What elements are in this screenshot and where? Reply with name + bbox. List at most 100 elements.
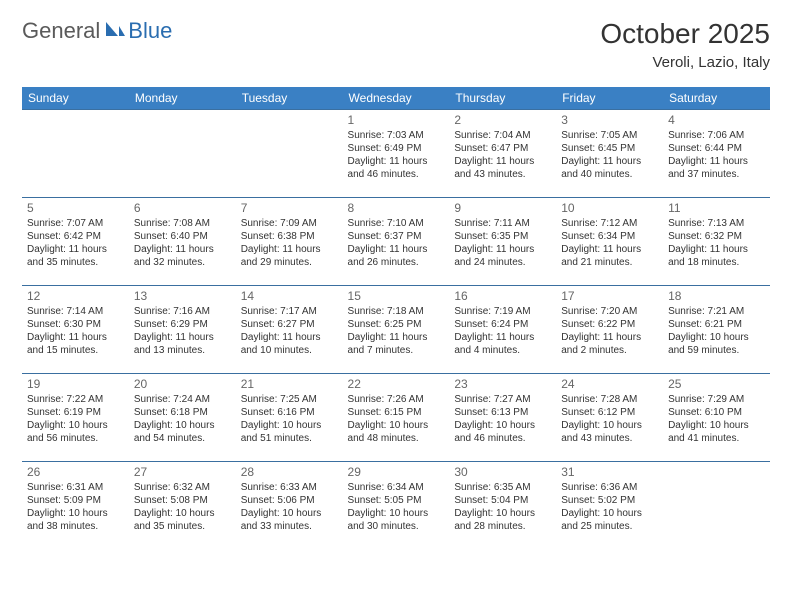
day-cell: 17Sunrise: 7:20 AMSunset: 6:22 PMDayligh… — [556, 286, 663, 374]
day-number: 2 — [454, 113, 551, 128]
day-info-line: Sunset: 5:02 PM — [561, 495, 658, 508]
day-cell: 24Sunrise: 7:28 AMSunset: 6:12 PMDayligh… — [556, 374, 663, 462]
logo: General Blue — [22, 18, 172, 44]
day-info-line: and 4 minutes. — [454, 345, 551, 358]
day-info-line: Sunset: 6:32 PM — [668, 231, 765, 244]
day-info-line: and 32 minutes. — [134, 257, 231, 270]
day-info-line: Sunrise: 7:29 AM — [668, 394, 765, 407]
day-info-line: Daylight: 11 hours — [454, 156, 551, 169]
day-info-line: Daylight: 11 hours — [134, 244, 231, 257]
day-number: 28 — [241, 465, 338, 480]
day-info-line: and 25 minutes. — [561, 521, 658, 534]
day-number: 27 — [134, 465, 231, 480]
day-info-line: Daylight: 11 hours — [241, 332, 338, 345]
day-info-line: Daylight: 10 hours — [348, 508, 445, 521]
day-cell — [663, 462, 770, 550]
day-cell: 13Sunrise: 7:16 AMSunset: 6:29 PMDayligh… — [129, 286, 236, 374]
day-info-line: and 48 minutes. — [348, 433, 445, 446]
day-number: 15 — [348, 289, 445, 304]
day-cell: 19Sunrise: 7:22 AMSunset: 6:19 PMDayligh… — [22, 374, 129, 462]
day-info-line: Sunset: 6:13 PM — [454, 407, 551, 420]
day-cell: 26Sunrise: 6:31 AMSunset: 5:09 PMDayligh… — [22, 462, 129, 550]
week-row: 26Sunrise: 6:31 AMSunset: 5:09 PMDayligh… — [22, 462, 770, 550]
day-info-line: Daylight: 11 hours — [241, 244, 338, 257]
day-info-line: Sunrise: 7:26 AM — [348, 394, 445, 407]
day-cell: 1Sunrise: 7:03 AMSunset: 6:49 PMDaylight… — [343, 110, 450, 198]
day-info-line: Sunrise: 7:12 AM — [561, 218, 658, 231]
day-cell: 7Sunrise: 7:09 AMSunset: 6:38 PMDaylight… — [236, 198, 343, 286]
day-info-line: and 38 minutes. — [27, 521, 124, 534]
day-info-line: Daylight: 11 hours — [348, 156, 445, 169]
day-number: 13 — [134, 289, 231, 304]
day-info-line: Daylight: 11 hours — [454, 332, 551, 345]
day-number: 29 — [348, 465, 445, 480]
day-info-line: and 35 minutes. — [27, 257, 124, 270]
day-cell: 6Sunrise: 7:08 AMSunset: 6:40 PMDaylight… — [129, 198, 236, 286]
day-cell: 16Sunrise: 7:19 AMSunset: 6:24 PMDayligh… — [449, 286, 556, 374]
logo-text-general: General — [22, 18, 100, 44]
day-number: 11 — [668, 201, 765, 216]
day-number: 3 — [561, 113, 658, 128]
day-number: 5 — [27, 201, 124, 216]
day-cell: 14Sunrise: 7:17 AMSunset: 6:27 PMDayligh… — [236, 286, 343, 374]
day-info-line: Sunset: 5:04 PM — [454, 495, 551, 508]
day-info-line: Sunrise: 7:05 AM — [561, 130, 658, 143]
week-row: 5Sunrise: 7:07 AMSunset: 6:42 PMDaylight… — [22, 198, 770, 286]
day-info-line: Sunrise: 7:07 AM — [27, 218, 124, 231]
day-info-line: Sunrise: 7:04 AM — [454, 130, 551, 143]
day-info-line: Sunset: 5:08 PM — [134, 495, 231, 508]
day-info-line: Sunrise: 7:22 AM — [27, 394, 124, 407]
day-info-line: Daylight: 11 hours — [134, 332, 231, 345]
day-info-line: Sunset: 6:40 PM — [134, 231, 231, 244]
day-cell: 21Sunrise: 7:25 AMSunset: 6:16 PMDayligh… — [236, 374, 343, 462]
day-info-line: Daylight: 10 hours — [241, 508, 338, 521]
day-number: 10 — [561, 201, 658, 216]
day-number: 9 — [454, 201, 551, 216]
day-info-line: Sunrise: 7:06 AM — [668, 130, 765, 143]
day-info-line: and 13 minutes. — [134, 345, 231, 358]
day-info-line: and 59 minutes. — [668, 345, 765, 358]
day-info-line: Sunrise: 7:24 AM — [134, 394, 231, 407]
day-info-line: and 43 minutes. — [561, 433, 658, 446]
day-info-line: Daylight: 10 hours — [348, 420, 445, 433]
day-cell: 15Sunrise: 7:18 AMSunset: 6:25 PMDayligh… — [343, 286, 450, 374]
day-info-line: Sunset: 5:05 PM — [348, 495, 445, 508]
day-number: 23 — [454, 377, 551, 392]
logo-sail-icon — [104, 20, 126, 43]
day-cell: 31Sunrise: 6:36 AMSunset: 5:02 PMDayligh… — [556, 462, 663, 550]
day-cell — [129, 110, 236, 198]
day-number: 25 — [668, 377, 765, 392]
day-info-line: and 43 minutes. — [454, 169, 551, 182]
day-info-line: Sunset: 6:24 PM — [454, 319, 551, 332]
day-info-line: and 51 minutes. — [241, 433, 338, 446]
day-info-line: Sunset: 6:35 PM — [454, 231, 551, 244]
day-cell: 18Sunrise: 7:21 AMSunset: 6:21 PMDayligh… — [663, 286, 770, 374]
day-info-line: Sunrise: 7:08 AM — [134, 218, 231, 231]
day-info-line: and 24 minutes. — [454, 257, 551, 270]
weekday-header: Wednesday — [343, 87, 450, 110]
day-info-line: Daylight: 10 hours — [27, 420, 124, 433]
day-info-line: Daylight: 10 hours — [561, 508, 658, 521]
day-cell: 22Sunrise: 7:26 AMSunset: 6:15 PMDayligh… — [343, 374, 450, 462]
day-cell: 5Sunrise: 7:07 AMSunset: 6:42 PMDaylight… — [22, 198, 129, 286]
day-info-line: and 46 minutes. — [348, 169, 445, 182]
day-cell: 10Sunrise: 7:12 AMSunset: 6:34 PMDayligh… — [556, 198, 663, 286]
day-number: 21 — [241, 377, 338, 392]
day-info-line: Sunset: 6:16 PM — [241, 407, 338, 420]
weekday-header: Tuesday — [236, 87, 343, 110]
day-info-line: and 10 minutes. — [241, 345, 338, 358]
day-number: 4 — [668, 113, 765, 128]
weekday-header: Friday — [556, 87, 663, 110]
day-number: 7 — [241, 201, 338, 216]
day-cell: 3Sunrise: 7:05 AMSunset: 6:45 PMDaylight… — [556, 110, 663, 198]
day-info-line: Daylight: 10 hours — [134, 420, 231, 433]
calendar-body: 1Sunrise: 7:03 AMSunset: 6:49 PMDaylight… — [22, 110, 770, 550]
day-info-line: Sunset: 6:37 PM — [348, 231, 445, 244]
weekday-header: Saturday — [663, 87, 770, 110]
day-info-line: Sunset: 6:22 PM — [561, 319, 658, 332]
day-info-line: and 29 minutes. — [241, 257, 338, 270]
day-info-line: Sunset: 6:25 PM — [348, 319, 445, 332]
day-info-line: Sunset: 6:34 PM — [561, 231, 658, 244]
week-row: 19Sunrise: 7:22 AMSunset: 6:19 PMDayligh… — [22, 374, 770, 462]
day-info-line: Sunrise: 6:36 AM — [561, 482, 658, 495]
